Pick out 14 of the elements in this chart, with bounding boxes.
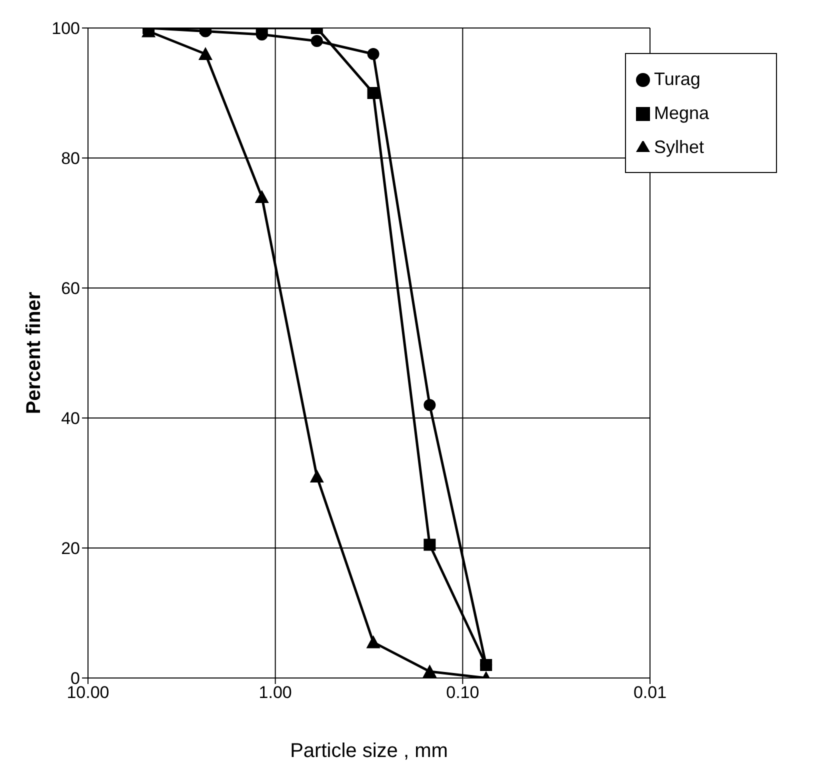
x-tick-label: 10.00 bbox=[66, 683, 110, 702]
y-axis-title: Percent finer bbox=[23, 292, 46, 414]
y-tick-label: 20 bbox=[61, 539, 80, 558]
y-tick-label: 80 bbox=[61, 149, 80, 168]
x-tick-label: 0.01 bbox=[633, 683, 667, 702]
legend-label: Sylhet bbox=[654, 137, 704, 157]
y-tick-label: 40 bbox=[61, 409, 80, 428]
x-axis-title: Particle size , mm bbox=[290, 740, 448, 762]
y-tick-label: 60 bbox=[61, 279, 80, 298]
legend-label: Turag bbox=[654, 69, 700, 89]
x-tick-label: 0.10 bbox=[446, 683, 480, 702]
y-tick-label: 100 bbox=[52, 19, 80, 38]
x-tick-label: 1.00 bbox=[258, 683, 292, 702]
legend-label: Megna bbox=[654, 103, 710, 123]
